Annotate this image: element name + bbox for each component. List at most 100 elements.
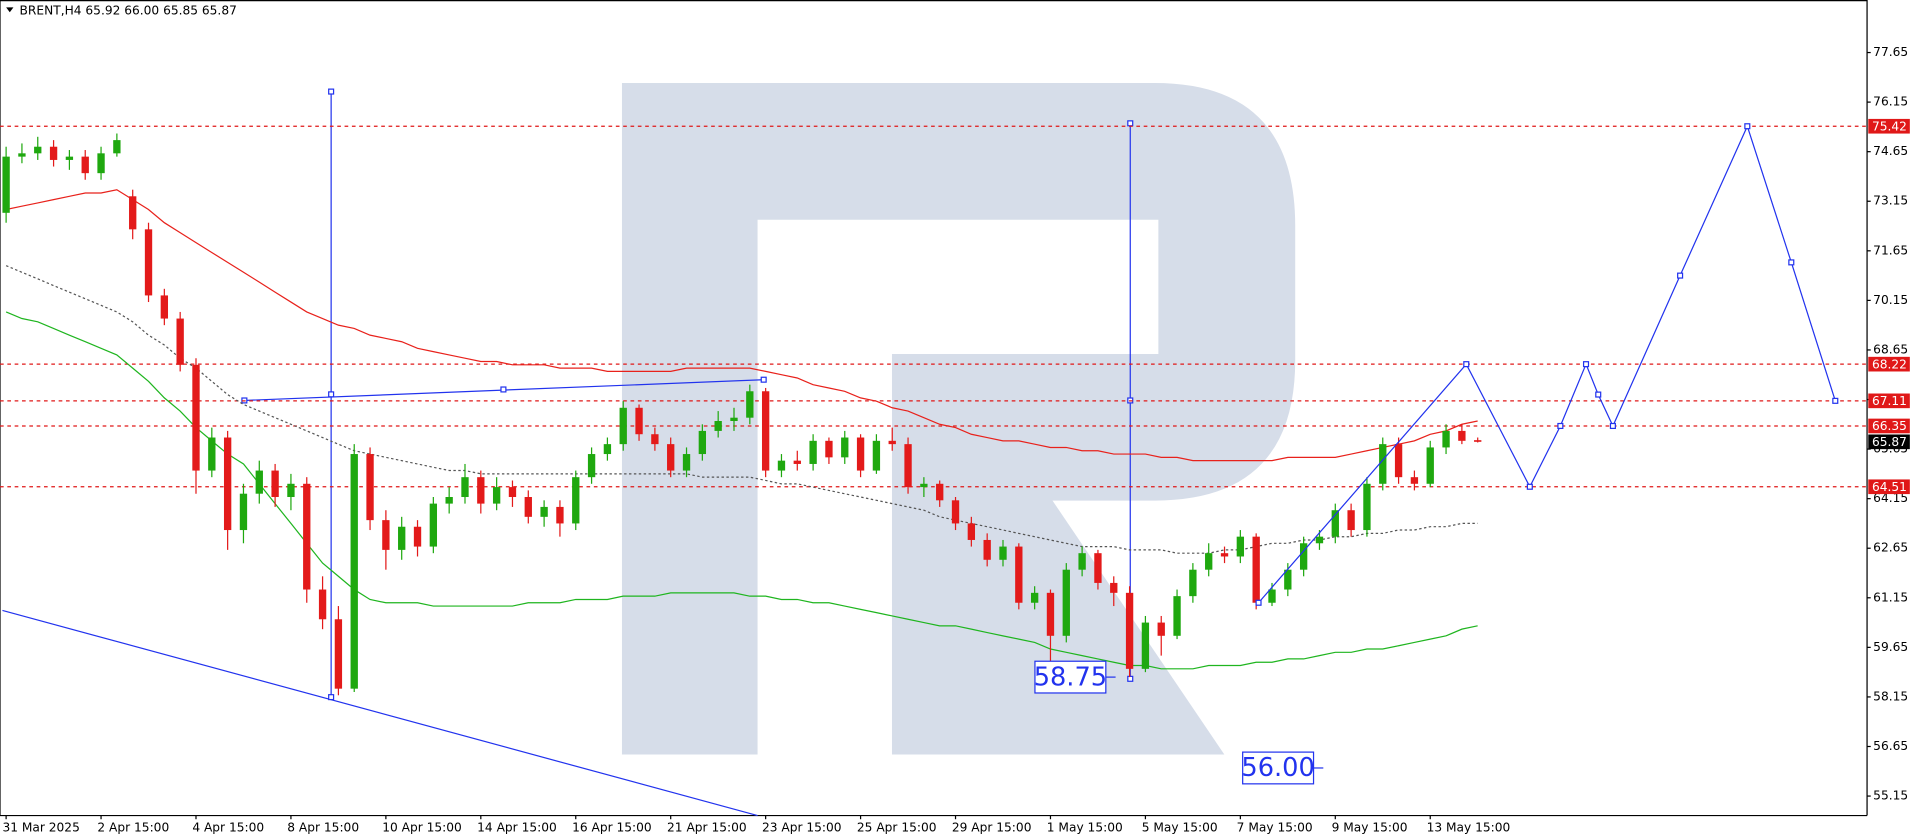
collapse-icon[interactable] xyxy=(6,7,14,13)
forecast-point xyxy=(1255,599,1262,606)
x-tick-label: 13 May 15:00 xyxy=(1427,820,1511,834)
candle-body xyxy=(176,318,184,365)
candle-body xyxy=(382,520,390,550)
candle-body xyxy=(2,156,10,213)
y-tick-label: 61.15 xyxy=(1873,590,1908,604)
candle-body xyxy=(1474,440,1482,442)
anchor xyxy=(328,694,335,701)
candle-body xyxy=(1284,569,1292,590)
x-tick-label: 23 Apr 15:00 xyxy=(762,820,842,834)
y-tick-label: 62.65 xyxy=(1873,541,1908,555)
candle-body xyxy=(920,483,928,488)
level-label-box xyxy=(1868,418,1910,434)
candle-body xyxy=(1347,510,1355,531)
x-tick-label: 5 May 15:00 xyxy=(1142,820,1218,834)
candle-body xyxy=(1125,592,1134,669)
y-tick-label: 71.65 xyxy=(1873,243,1908,257)
candle-body xyxy=(524,497,532,517)
x-tick-label: 7 May 15:00 xyxy=(1237,820,1313,834)
candle-body xyxy=(698,430,707,455)
candle-body xyxy=(429,503,438,547)
candle-body xyxy=(1046,592,1055,636)
candle-body xyxy=(714,420,722,431)
forecast-point xyxy=(1788,259,1795,266)
candle-body xyxy=(556,506,564,524)
level-label-box xyxy=(1868,118,1910,134)
candle-body xyxy=(809,440,817,464)
forecast-point xyxy=(1463,361,1470,368)
candle-body xyxy=(366,454,374,521)
candle-body xyxy=(1141,622,1150,669)
candle-body xyxy=(97,153,105,174)
anchor xyxy=(328,88,335,95)
candle-body xyxy=(445,497,453,504)
candle-body xyxy=(825,440,833,458)
candle-body xyxy=(1110,582,1118,593)
candle-body xyxy=(477,477,485,504)
candle-body xyxy=(1236,536,1245,557)
forecast-point xyxy=(1582,361,1590,368)
x-tick-label: 8 Apr 15:00 xyxy=(287,820,359,834)
watermark-leg xyxy=(891,498,1225,755)
level-label: 75.42 xyxy=(1872,119,1907,133)
candle-body xyxy=(1015,546,1023,603)
candle-body xyxy=(603,444,612,455)
candle-body xyxy=(1220,553,1229,557)
x-tick-label: 21 Apr 15:00 xyxy=(667,820,747,834)
candle-body xyxy=(619,407,627,445)
candle-body xyxy=(1394,444,1403,478)
x-tick-label: 2 Apr 15:00 xyxy=(97,820,169,834)
candle-body xyxy=(271,470,279,498)
candle-body xyxy=(841,437,849,458)
candle-body xyxy=(160,295,169,319)
candle-body xyxy=(951,500,960,524)
moving-average xyxy=(5,189,1478,462)
candle-body xyxy=(398,526,406,550)
moving-average xyxy=(5,265,1478,554)
candle-body xyxy=(1173,596,1181,636)
x-tick-label: 14 Apr 15:00 xyxy=(477,820,557,834)
y-tick-label: 73.15 xyxy=(1873,194,1908,208)
candle-body xyxy=(540,506,548,517)
candle-body xyxy=(936,483,944,501)
candle-body xyxy=(983,539,991,560)
forecast-point xyxy=(1744,123,1751,130)
candle-body xyxy=(49,146,58,160)
candle-body xyxy=(1252,536,1260,603)
level-label: 66.35 xyxy=(1872,419,1907,433)
candle-body xyxy=(287,483,295,498)
level-label: 67.11 xyxy=(1872,394,1907,408)
candle-body xyxy=(255,470,263,494)
candle-body xyxy=(34,146,42,154)
y-tick-label: 58.15 xyxy=(1873,689,1908,703)
x-tick-label: 4 Apr 15:00 xyxy=(192,820,264,834)
last-price-box xyxy=(1868,434,1910,450)
candle-body xyxy=(682,454,691,471)
candle-body xyxy=(1363,483,1371,531)
x-tick-label: 16 Apr 15:00 xyxy=(572,820,652,834)
candle-body xyxy=(1094,553,1102,583)
candle-body xyxy=(856,437,865,471)
x-tick-label: 1 May 15:00 xyxy=(1047,820,1123,834)
forecast-point xyxy=(1595,391,1602,398)
candle-body xyxy=(18,153,26,157)
anchor xyxy=(1127,120,1134,127)
candle-body xyxy=(587,454,596,478)
candle-body xyxy=(1268,589,1276,603)
candle-body xyxy=(888,440,896,445)
candle-body xyxy=(746,391,754,418)
level-label: 68.22 xyxy=(1872,357,1907,371)
x-tick-label: 9 May 15:00 xyxy=(1332,820,1408,834)
candle-body xyxy=(65,156,74,160)
candle-body xyxy=(350,454,358,689)
y-tick-label: 74.65 xyxy=(1873,144,1908,158)
candle-body xyxy=(1189,569,1197,597)
candle-body xyxy=(651,434,659,445)
target-box xyxy=(1034,660,1107,694)
target-box xyxy=(1242,751,1315,785)
forecast-point xyxy=(1677,272,1684,279)
candle-body xyxy=(1062,569,1070,636)
y-tick-label: 59.65 xyxy=(1873,640,1908,654)
